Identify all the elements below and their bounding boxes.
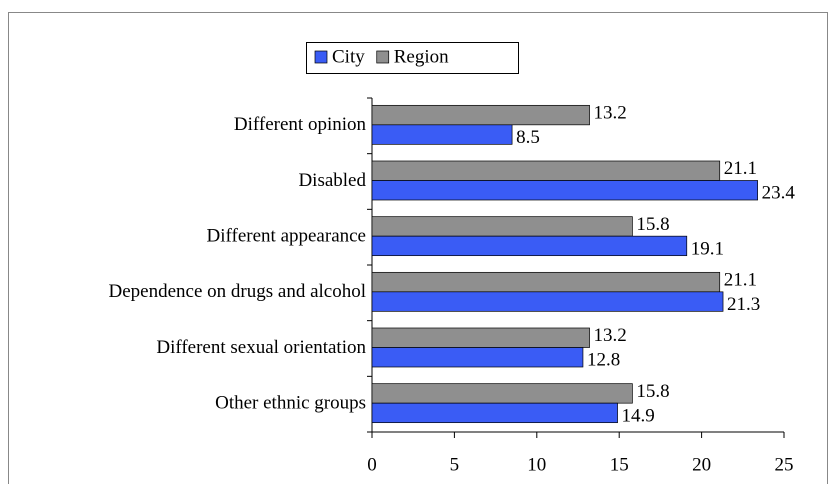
value-label: 15.8 bbox=[636, 381, 669, 402]
bar bbox=[371, 216, 633, 237]
value-label: 14.9 bbox=[622, 405, 655, 426]
bar bbox=[371, 327, 590, 348]
legend-label: City bbox=[332, 46, 365, 67]
x-tick-label: 25 bbox=[775, 454, 794, 475]
bar bbox=[371, 104, 590, 126]
value-label: 12.8 bbox=[587, 350, 620, 371]
x-tick-label: 15 bbox=[610, 454, 629, 475]
x-tick-label: 0 bbox=[367, 454, 377, 475]
category-label: Different sexual orientation bbox=[156, 337, 366, 358]
legend-label: Region bbox=[394, 46, 449, 67]
category-label: Other ethnic groups bbox=[215, 393, 366, 414]
legend-swatch bbox=[376, 50, 390, 64]
category-label: Dependence on drugs and alcohol bbox=[109, 281, 366, 302]
bar bbox=[371, 235, 688, 257]
x-tick-label: 20 bbox=[692, 454, 711, 475]
bar bbox=[371, 402, 618, 424]
category-label: Different opinion bbox=[234, 114, 367, 135]
value-label: 13.2 bbox=[594, 325, 627, 346]
x-tick-label: 5 bbox=[450, 454, 460, 475]
value-label: 13.2 bbox=[594, 102, 627, 123]
x-tick-label: 10 bbox=[527, 454, 546, 475]
bar bbox=[371, 347, 584, 368]
bar bbox=[371, 180, 758, 201]
value-label: 21.3 bbox=[727, 294, 760, 315]
bar bbox=[371, 160, 721, 181]
value-label: 19.1 bbox=[691, 238, 724, 259]
legend-swatch bbox=[314, 50, 328, 64]
value-label: 15.8 bbox=[636, 214, 669, 235]
category-label: Different appearance bbox=[207, 226, 366, 247]
bar bbox=[371, 291, 724, 312]
bar bbox=[371, 271, 721, 293]
value-label: 21.1 bbox=[724, 158, 757, 179]
bar bbox=[371, 124, 513, 145]
value-label: 8.5 bbox=[516, 127, 540, 148]
value-label: 21.1 bbox=[724, 269, 757, 290]
legend-box bbox=[306, 42, 519, 74]
category-label: Disabled bbox=[298, 170, 366, 191]
value-label: 23.4 bbox=[762, 183, 796, 204]
bar bbox=[371, 383, 633, 404]
